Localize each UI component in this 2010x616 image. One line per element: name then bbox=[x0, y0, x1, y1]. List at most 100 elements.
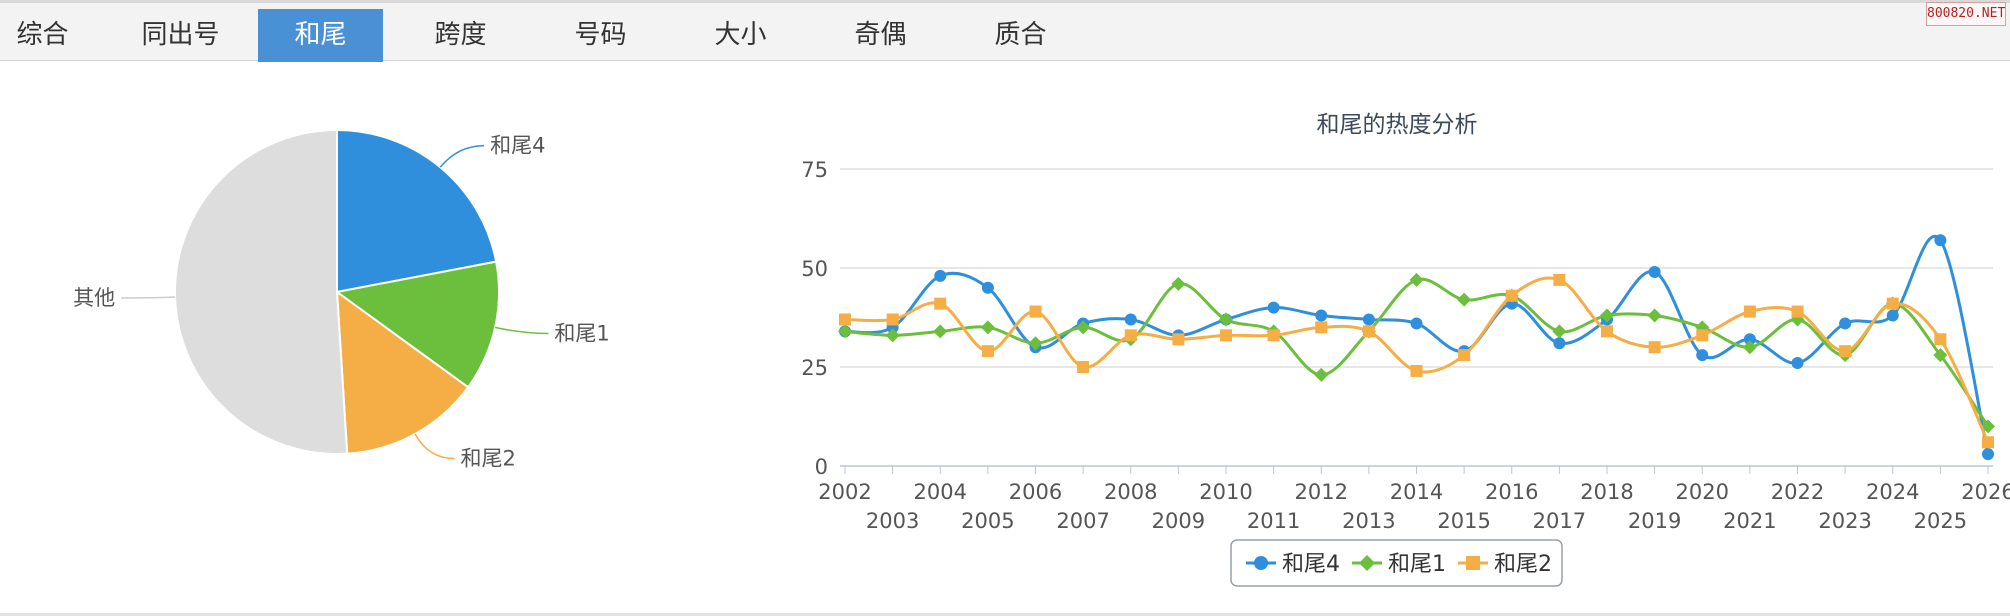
data-point[interactable] bbox=[1267, 329, 1280, 342]
legend-swatch-marker[interactable] bbox=[1254, 556, 1268, 570]
data-point[interactable] bbox=[1172, 333, 1185, 346]
tab-jiou[interactable]: 奇偶 bbox=[854, 20, 907, 50]
bottom-divider bbox=[0, 613, 2010, 616]
data-point[interactable] bbox=[1553, 273, 1566, 286]
data-point[interactable] bbox=[1743, 333, 1756, 346]
tab-tongchuhao[interactable]: 同出号 bbox=[141, 20, 220, 50]
data-point[interactable] bbox=[1934, 234, 1947, 247]
pie-slice-other[interactable] bbox=[173, 128, 349, 455]
data-point[interactable] bbox=[1362, 325, 1375, 338]
data-point[interactable] bbox=[1981, 419, 1995, 434]
pie-chart: 和尾4 和尾1 和尾2 其他 bbox=[73, 128, 610, 470]
pie-slice-3[interactable] bbox=[335, 289, 470, 455]
pie-slice-2[interactable] bbox=[334, 260, 500, 389]
data-point[interactable] bbox=[1505, 289, 1518, 302]
data-point[interactable] bbox=[1409, 272, 1424, 287]
data-point[interactable] bbox=[981, 281, 994, 294]
data-point[interactable] bbox=[980, 320, 995, 335]
x-tick-label: 2018 bbox=[1580, 480, 1633, 504]
data-point[interactable] bbox=[886, 313, 899, 326]
data-point[interactable] bbox=[1934, 333, 1947, 346]
legend-item[interactable]: 和尾1 bbox=[1352, 552, 1446, 577]
data-point[interactable] bbox=[1552, 324, 1567, 339]
data-point[interactable] bbox=[1933, 348, 1948, 363]
data-point[interactable] bbox=[1982, 448, 1994, 461]
x-tick-label: 2011 bbox=[1247, 509, 1300, 533]
pie-label-connector bbox=[494, 326, 549, 335]
data-point[interactable] bbox=[1267, 301, 1280, 314]
legend-swatch-marker[interactable] bbox=[1359, 555, 1375, 571]
x-tick-label: 2008 bbox=[1104, 480, 1157, 504]
data-point[interactable] bbox=[1410, 364, 1423, 377]
data-point[interactable] bbox=[934, 269, 947, 282]
tab-kuadu[interactable]: 跨度 bbox=[434, 20, 487, 50]
data-point[interactable] bbox=[1314, 367, 1329, 382]
data-point[interactable] bbox=[1791, 357, 1804, 370]
data-point[interactable] bbox=[1982, 436, 1994, 449]
data-point[interactable] bbox=[1028, 336, 1043, 351]
data-point[interactable] bbox=[1219, 312, 1233, 327]
data-point[interactable] bbox=[1076, 320, 1091, 335]
data-point[interactable] bbox=[1648, 341, 1661, 354]
data-point[interactable] bbox=[1886, 297, 1899, 310]
tab-haoma[interactable]: 号码 bbox=[574, 20, 627, 50]
data-point[interactable] bbox=[1362, 313, 1375, 326]
legend-label: 和尾4 bbox=[1282, 552, 1340, 577]
y-tick-label: 50 bbox=[801, 257, 828, 281]
legend-swatch-marker[interactable] bbox=[1466, 556, 1480, 570]
pie-label: 和尾1 bbox=[554, 321, 609, 345]
pie-label: 和尾2 bbox=[461, 446, 516, 470]
data-point[interactable] bbox=[1220, 329, 1232, 342]
legend-item[interactable]: 和尾2 bbox=[1458, 552, 1552, 577]
x-tick-label: 2010 bbox=[1199, 480, 1252, 504]
data-point[interactable] bbox=[1601, 325, 1613, 338]
data-point[interactable] bbox=[981, 345, 994, 358]
data-point[interactable] bbox=[1839, 317, 1852, 330]
x-tick-label: 2013 bbox=[1342, 509, 1395, 533]
data-point[interactable] bbox=[839, 313, 851, 326]
x-tick-label: 2007 bbox=[1056, 509, 1109, 533]
pie-label: 和尾4 bbox=[490, 134, 545, 158]
tab-hewei[interactable]: 和尾 bbox=[258, 9, 383, 62]
data-point[interactable] bbox=[1886, 309, 1899, 322]
x-tick-label: 2004 bbox=[914, 480, 967, 504]
data-point[interactable] bbox=[1743, 305, 1756, 318]
data-point[interactable] bbox=[1458, 349, 1471, 362]
data-point[interactable] bbox=[1696, 349, 1709, 362]
pie-label-connector bbox=[414, 433, 455, 460]
series-2 bbox=[838, 272, 1995, 434]
data-point[interactable] bbox=[1410, 317, 1423, 330]
data-point[interactable] bbox=[1315, 309, 1328, 322]
data-point[interactable] bbox=[885, 328, 900, 343]
series-line bbox=[844, 235, 1990, 455]
data-point[interactable] bbox=[1171, 276, 1186, 291]
data-point[interactable] bbox=[838, 324, 852, 339]
data-point[interactable] bbox=[1647, 308, 1662, 323]
data-point[interactable] bbox=[1742, 340, 1757, 355]
data-point[interactable] bbox=[1648, 265, 1661, 278]
series-line bbox=[844, 276, 1990, 443]
data-point[interactable] bbox=[1124, 313, 1137, 326]
data-point[interactable] bbox=[1315, 321, 1328, 334]
data-point[interactable] bbox=[1077, 361, 1090, 373]
data-point[interactable] bbox=[1600, 308, 1614, 323]
data-point[interactable] bbox=[1839, 345, 1852, 358]
data-point[interactable] bbox=[1553, 337, 1566, 350]
x-tick-label: 2005 bbox=[961, 509, 1014, 533]
legend-item[interactable]: 和尾4 bbox=[1246, 552, 1340, 577]
data-point[interactable] bbox=[1696, 329, 1709, 342]
tab-daxiao[interactable]: 大小 bbox=[714, 20, 767, 50]
pie-label: 其他 bbox=[73, 286, 115, 310]
pie-label-connector bbox=[439, 144, 485, 168]
data-point[interactable] bbox=[1457, 292, 1472, 307]
data-point[interactable] bbox=[1029, 305, 1042, 318]
data-point[interactable] bbox=[1124, 329, 1137, 342]
tab-zonghe[interactable]: 综合 bbox=[16, 20, 69, 50]
tab-bar: 综合 同出号 和尾 跨度 号码 大小 奇偶 质合 bbox=[0, 0, 2010, 62]
data-point[interactable] bbox=[934, 297, 947, 310]
tab-zhihe[interactable]: 质合 bbox=[994, 20, 1047, 50]
x-tick-label: 2006 bbox=[1009, 480, 1062, 504]
data-point[interactable] bbox=[933, 324, 948, 339]
data-point[interactable] bbox=[1791, 305, 1804, 318]
